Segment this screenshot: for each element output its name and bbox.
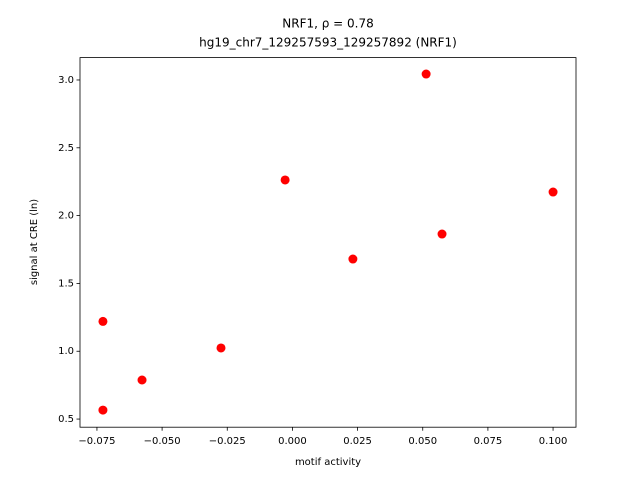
point: [137, 375, 147, 385]
x-axis-label: motif activity: [295, 457, 361, 468]
point: [98, 316, 108, 326]
y-tick-label: 0.5: [58, 414, 74, 425]
point: [98, 405, 108, 415]
x-tick-label: 0.025: [343, 436, 372, 447]
y-tick-label: 3.0: [58, 75, 74, 86]
plot-frame: [79, 57, 577, 428]
chart-title: NRF1, ρ = 0.78: [282, 17, 374, 31]
point: [437, 229, 447, 239]
point: [280, 175, 290, 185]
point: [421, 69, 431, 79]
x-tick-label: 0.050: [408, 436, 437, 447]
y-tick-label: 1.5: [58, 278, 74, 289]
chart-subtitle: hg19_chr7_129257593_129257892 (NRF1): [199, 36, 457, 50]
point: [548, 187, 558, 197]
y-tick-label: 2.0: [58, 211, 74, 222]
x-tick-label: 0.075: [474, 436, 503, 447]
point: [216, 343, 226, 353]
x-tick-label: 0.100: [539, 436, 568, 447]
x-tick-label: 0.000: [278, 436, 307, 447]
y-tick-label: 1.0: [58, 346, 74, 357]
x-tick-label: −0.075: [78, 436, 115, 447]
y-tick-label: 2.5: [58, 143, 74, 154]
x-tick-label: −0.025: [209, 436, 246, 447]
y-axis-label: signal at CRE (ln): [29, 199, 40, 285]
point: [348, 254, 358, 264]
x-tick-label: −0.050: [144, 436, 181, 447]
